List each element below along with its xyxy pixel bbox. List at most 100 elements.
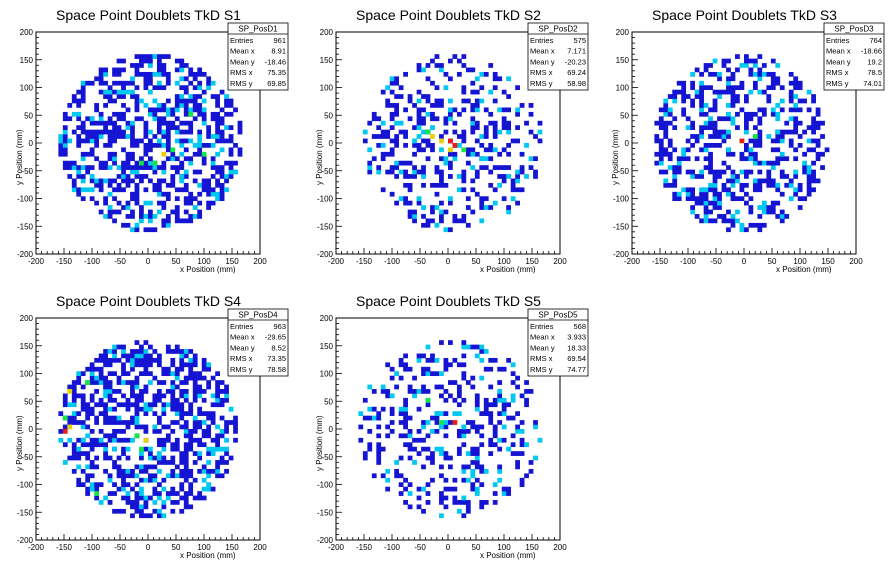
histogram-bin xyxy=(98,411,104,416)
histogram-bin xyxy=(685,138,691,144)
histogram-bin xyxy=(197,455,203,461)
histogram-bin xyxy=(412,209,417,215)
histogram-bin xyxy=(690,143,696,148)
histogram-bin xyxy=(497,437,503,443)
x-tick-label: 0 xyxy=(446,257,451,266)
histogram-bin xyxy=(479,349,485,354)
histogram-bin xyxy=(385,103,391,108)
histogram-bin xyxy=(470,451,476,456)
histogram-bin xyxy=(116,429,122,434)
histogram-bin xyxy=(483,125,489,130)
histogram-bin xyxy=(416,98,422,104)
histogram-bin xyxy=(156,397,162,403)
histogram-bin xyxy=(170,473,176,479)
histogram-bin xyxy=(439,98,444,104)
histogram-bin xyxy=(461,397,467,403)
histogram-bin xyxy=(165,437,171,443)
histogram-bin xyxy=(416,116,422,122)
histogram-bin xyxy=(744,200,749,206)
histogram-bin xyxy=(757,129,763,135)
histogram-bin xyxy=(107,98,113,104)
histogram-bin xyxy=(156,389,162,394)
histogram-bin xyxy=(170,486,176,492)
histogram-bin xyxy=(752,58,758,64)
histogram-bin xyxy=(215,151,220,157)
histogram-bin xyxy=(121,160,126,166)
histogram-bin xyxy=(757,160,763,166)
histogram-bin xyxy=(103,357,108,363)
histogram-bin xyxy=(179,353,185,359)
histogram-bin xyxy=(672,125,678,130)
histogram-bin xyxy=(188,107,194,113)
histogram-bin xyxy=(89,120,95,126)
histogram-bin xyxy=(806,169,812,175)
histogram-bin xyxy=(515,111,520,117)
histogram-bin xyxy=(761,63,767,68)
histogram-bin-hot xyxy=(67,424,73,430)
histogram-bin xyxy=(676,89,682,95)
x-tick-label: 50 xyxy=(172,257,181,266)
stats-row-label: RMS y xyxy=(530,365,553,374)
histogram-bin-hot xyxy=(461,147,467,153)
histogram-bin xyxy=(385,468,391,474)
histogram-bin xyxy=(174,473,180,479)
histogram-bin xyxy=(201,357,207,363)
histogram-bin xyxy=(658,160,664,166)
histogram-bin xyxy=(179,495,185,501)
histogram-bin xyxy=(394,76,400,82)
histogram-bin xyxy=(779,129,785,135)
histogram-bin xyxy=(67,402,73,408)
histogram-bin xyxy=(89,473,95,479)
histogram-bin xyxy=(121,129,126,135)
histogram-bin xyxy=(483,349,489,354)
histogram-bin xyxy=(479,464,485,470)
histogram-bin xyxy=(690,191,696,197)
histogram-bin xyxy=(143,468,149,474)
histogram-bin xyxy=(757,143,763,148)
histogram-bin xyxy=(528,460,534,465)
histogram-bin xyxy=(94,482,100,488)
histogram-bin xyxy=(130,94,135,99)
histogram-bin xyxy=(434,420,440,425)
histogram-bin xyxy=(421,67,426,73)
histogram-bin xyxy=(179,165,185,170)
histogram-bin xyxy=(206,129,212,135)
histogram-bin xyxy=(107,406,113,412)
histogram-bin xyxy=(112,98,117,104)
histogram-panel: Space Point Doublets TkD S2-200 -150 -100-… xyxy=(315,7,589,274)
histogram-bin xyxy=(174,67,180,73)
histogram-bin xyxy=(775,160,781,166)
histogram-bin xyxy=(824,147,830,153)
histogram-bin xyxy=(125,156,131,162)
histogram-bin xyxy=(519,451,525,456)
histogram-bin xyxy=(398,120,404,126)
histogram-bin xyxy=(510,187,516,193)
histogram-bin xyxy=(71,393,77,399)
histogram-bin xyxy=(148,209,153,215)
histogram-bin xyxy=(152,491,158,496)
histogram-bin xyxy=(757,169,763,175)
histogram-bin xyxy=(143,495,149,501)
histogram-bin xyxy=(201,178,207,184)
histogram-bin xyxy=(174,420,180,425)
histogram-bin xyxy=(394,160,400,166)
histogram-bin xyxy=(407,384,413,390)
histogram-bin xyxy=(793,129,799,135)
histogram-bin xyxy=(775,200,781,206)
histogram-bin xyxy=(663,98,669,104)
histogram-bin xyxy=(663,103,669,108)
histogram-bin xyxy=(224,384,229,390)
histogram-bin xyxy=(519,103,525,108)
histogram-bin xyxy=(708,187,713,193)
y-axis-label: y Position (mm) xyxy=(315,415,324,471)
histogram-bin xyxy=(470,460,476,465)
histogram-bin xyxy=(121,451,126,456)
histogram-bin xyxy=(519,442,525,448)
histogram-bin xyxy=(139,477,144,483)
histogram-bin xyxy=(492,120,498,126)
histogram-bin xyxy=(465,151,471,157)
histogram-bin xyxy=(237,129,243,135)
histogram-bin xyxy=(501,125,507,130)
histogram-bin xyxy=(367,160,373,166)
histogram-bin xyxy=(165,125,171,130)
